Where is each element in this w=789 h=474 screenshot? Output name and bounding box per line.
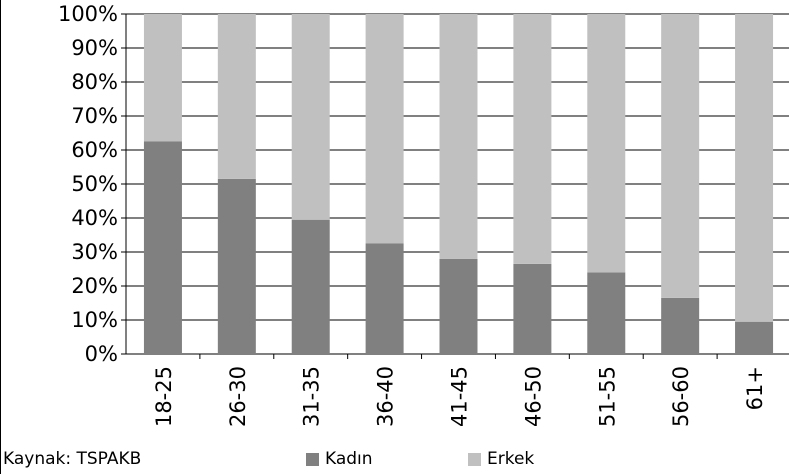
y-tick-label-3: 30% (71, 240, 118, 264)
source-note: Kaynak: TSPAKB (3, 449, 142, 469)
x-tick-label-6: 51-55 (595, 366, 619, 427)
y-tick-label-9: 90% (71, 36, 118, 60)
legend-swatch-kadin (306, 452, 319, 466)
legend-label-erkek: Erkek (487, 449, 535, 469)
bar-kadin-1 (217, 178, 256, 354)
bar-kadin-7 (661, 297, 700, 354)
legend-item-erkek: Erkek (468, 449, 534, 469)
x-tick-label-2: 31-35 (300, 366, 324, 427)
x-tick-label-1: 26-30 (226, 366, 250, 427)
y-tick-label-7: 70% (71, 104, 118, 128)
x-tick-label-3: 36-40 (374, 366, 398, 427)
bar-kadin-5 (513, 263, 552, 354)
y-tick-label-2: 20% (71, 274, 118, 298)
bar-erkek-2 (291, 14, 330, 220)
bar-erkek-0 (143, 14, 182, 142)
bar-erkek-8 (735, 14, 774, 322)
x-tick-label-0: 18-25 (152, 366, 176, 427)
legend-label-kadin: Kadın (325, 449, 373, 469)
y-tick-label-8: 80% (71, 70, 118, 94)
bar-kadin-4 (439, 258, 478, 354)
x-tick-label-7: 56-60 (669, 366, 693, 427)
bar-kadin-6 (587, 272, 626, 354)
bar-kadin-8 (735, 321, 774, 354)
legend-item-kadin: Kadın (306, 449, 373, 469)
bar-erkek-6 (587, 14, 626, 273)
x-tick-label-8: 61+ (743, 366, 767, 410)
bar-erkek-7 (661, 14, 700, 298)
x-tick-label-4: 41-45 (448, 366, 472, 427)
y-tick-label-10: 100% (58, 2, 118, 26)
x-tick-label-5: 46-50 (521, 366, 545, 427)
bar-kadin-0 (143, 141, 182, 354)
y-tick-label-4: 40% (71, 206, 118, 230)
y-tick-label-0: 0% (85, 342, 118, 366)
bar-erkek-4 (439, 14, 478, 259)
bar-erkek-1 (217, 14, 256, 179)
bar-kadin-3 (365, 243, 404, 354)
y-tick-label-1: 10% (71, 308, 118, 332)
bar-erkek-5 (513, 14, 552, 264)
y-tick-label-6: 60% (71, 138, 118, 162)
bar-kadin-2 (291, 219, 330, 354)
bar-erkek-3 (365, 14, 404, 244)
legend-swatch-erkek (468, 452, 481, 466)
chart-footer: Kaynak: TSPAKB Kadın Erkek (1, 448, 789, 474)
stacked-bar-chart: 0% 10% 20% 30% 40% 50% 60% 70% 80% 90% 100% 18-25 26… (58, 2, 789, 427)
y-tick-label-5: 50% (71, 172, 118, 196)
